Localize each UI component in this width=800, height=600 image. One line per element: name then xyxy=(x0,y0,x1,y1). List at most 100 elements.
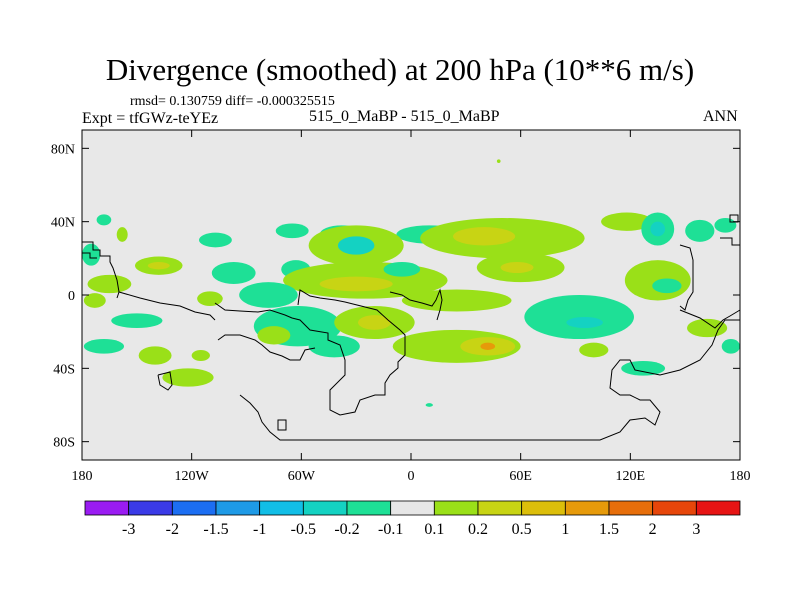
contour-region-13 xyxy=(685,219,715,242)
contour-region-16 xyxy=(147,262,170,270)
contour-region-7 xyxy=(337,236,375,255)
contour-region-14 xyxy=(714,218,737,233)
colorbar-swatch-2 xyxy=(171,500,217,516)
contour-region-27 xyxy=(82,243,101,266)
colorbar-swatch-7 xyxy=(390,500,435,516)
coastline-antarctica-outline xyxy=(217,334,316,361)
colorbar-label-12: 2 xyxy=(649,521,657,538)
coastline-africa xyxy=(389,288,443,321)
contour-region-20 xyxy=(319,276,393,292)
coastline-australia-east xyxy=(679,309,741,329)
colorbar-label-0: -3 xyxy=(122,521,135,538)
x-tick-label-1: 120W xyxy=(175,469,210,484)
experiment-label: Expt = tfGWz-teYEz xyxy=(82,110,219,127)
y-tick-label-4: 80S xyxy=(53,436,75,451)
contour-region-46 xyxy=(191,350,210,361)
y-tick-label-3: 40S xyxy=(53,362,75,377)
contour-region-32 xyxy=(83,293,106,308)
contour-region-31 xyxy=(111,313,163,328)
y-tick-label-0: 80N xyxy=(51,142,75,157)
contour-region-9 xyxy=(453,227,516,246)
contour-region-5 xyxy=(116,227,128,242)
rmsd-diff-text: rmsd= 0.130759 diff= -0.000325515 xyxy=(130,94,335,109)
colorbar-label-13: 3 xyxy=(692,521,700,538)
contour-region-50 xyxy=(579,342,609,358)
y-tick-label-2: 0 xyxy=(68,289,75,304)
coastline-south-america-antarctica xyxy=(82,252,97,259)
colorbar-swatch-3 xyxy=(215,500,261,516)
contour-region-26 xyxy=(87,274,132,294)
contour-region-44 xyxy=(83,339,125,354)
contour-region-2 xyxy=(275,223,309,239)
contour-region-12 xyxy=(650,221,666,237)
colorbar-label-9: 0.5 xyxy=(512,521,532,538)
colorbar-label-1: -2 xyxy=(166,521,179,538)
colorbar-label-5: -0.2 xyxy=(334,521,359,538)
colorbar-label-10: 1 xyxy=(561,521,569,538)
colorbar-swatch-6 xyxy=(346,500,392,516)
contour-region-4 xyxy=(96,214,112,226)
contour-region-34 xyxy=(239,282,298,308)
colorbar-swatch-0 xyxy=(84,500,130,516)
contour-region-37 xyxy=(257,326,291,345)
x-tick-label-4: 60E xyxy=(509,469,532,484)
contour-region-42 xyxy=(480,342,496,351)
contour-region-43 xyxy=(138,346,172,365)
coastline-north-america xyxy=(82,241,120,299)
contour-region-33 xyxy=(197,291,223,306)
coastline-asia xyxy=(679,244,694,311)
colorbar-swatch-1 xyxy=(128,500,173,516)
colorbar-label-3: -1 xyxy=(253,521,266,538)
contour-region-45 xyxy=(162,368,214,387)
coastline-east-asia xyxy=(720,237,740,246)
contour-region-25 xyxy=(383,262,421,277)
x-tick-label-5: 120E xyxy=(616,469,646,484)
colorbar-label-4: -0.5 xyxy=(291,521,316,538)
contour-region-29 xyxy=(524,295,634,339)
coastline-island-2 xyxy=(277,419,287,431)
coastline-south-america xyxy=(214,289,406,416)
colorbar-swatch-13 xyxy=(652,500,697,516)
contour-regions xyxy=(82,159,740,407)
colorbar-swatch-12 xyxy=(608,500,654,516)
contour-region-39 xyxy=(357,315,391,330)
colorbar-swatch-14 xyxy=(695,500,741,516)
contour-region-52 xyxy=(496,159,501,164)
contour-region-24 xyxy=(652,278,682,294)
colorbar-label-2: -1.5 xyxy=(203,521,228,538)
contour-region-30 xyxy=(566,317,603,328)
coastline-antarctic-peninsula xyxy=(157,371,173,391)
contour-region-3 xyxy=(198,232,232,248)
contour-region-51 xyxy=(425,403,433,407)
map-axes: 180 120W 60W 0 60E 120E 180 80N 40N 0 40S 80S xyxy=(51,130,751,484)
x-tick-label-0: 180 xyxy=(72,469,93,484)
y-tick-label-1: 40N xyxy=(51,216,75,231)
contour-region-28 xyxy=(401,289,512,312)
colorbar-label-8: 0.2 xyxy=(468,521,488,538)
x-tick-label-6: 180 xyxy=(730,469,751,484)
colorbar-swatch-9 xyxy=(477,500,523,516)
contour-region-47 xyxy=(621,361,666,376)
coastline-mexico xyxy=(118,291,216,321)
contour-region-49 xyxy=(721,339,740,354)
coastline-outline xyxy=(82,214,741,441)
colorbar-swatch-11 xyxy=(564,500,610,516)
colorbar-label-6: -0.1 xyxy=(378,521,403,538)
contour-region-17 xyxy=(211,262,256,284)
coastline-antarctica xyxy=(239,319,740,441)
colorbar-label-7: 0.1 xyxy=(424,521,444,538)
colorbar: -3 -2 -1.5 -1 -0.5 -0.2 -0.1 0.1 0.2 0.5 1 1.5 2 3 xyxy=(84,500,741,538)
contour-region-10 xyxy=(601,212,653,231)
contour-region-22 xyxy=(500,262,534,273)
colorbar-swatch-8 xyxy=(433,500,479,516)
contour-region-36 xyxy=(308,335,360,358)
colorbar-label-11: 1.5 xyxy=(599,521,619,538)
x-tick-label-2: 60W xyxy=(288,469,316,484)
season-label: ANN xyxy=(703,108,738,125)
colorbar-swatch-10 xyxy=(521,500,566,516)
x-tick-label-3: 0 xyxy=(408,469,415,484)
colorbar-swatch-5 xyxy=(302,500,348,516)
chart-title: Divergence (smoothed) at 200 hPa (10**6 … xyxy=(105,52,695,87)
case-comparison-label: 515_0_MaBP - 515_0_MaBP xyxy=(309,108,500,125)
